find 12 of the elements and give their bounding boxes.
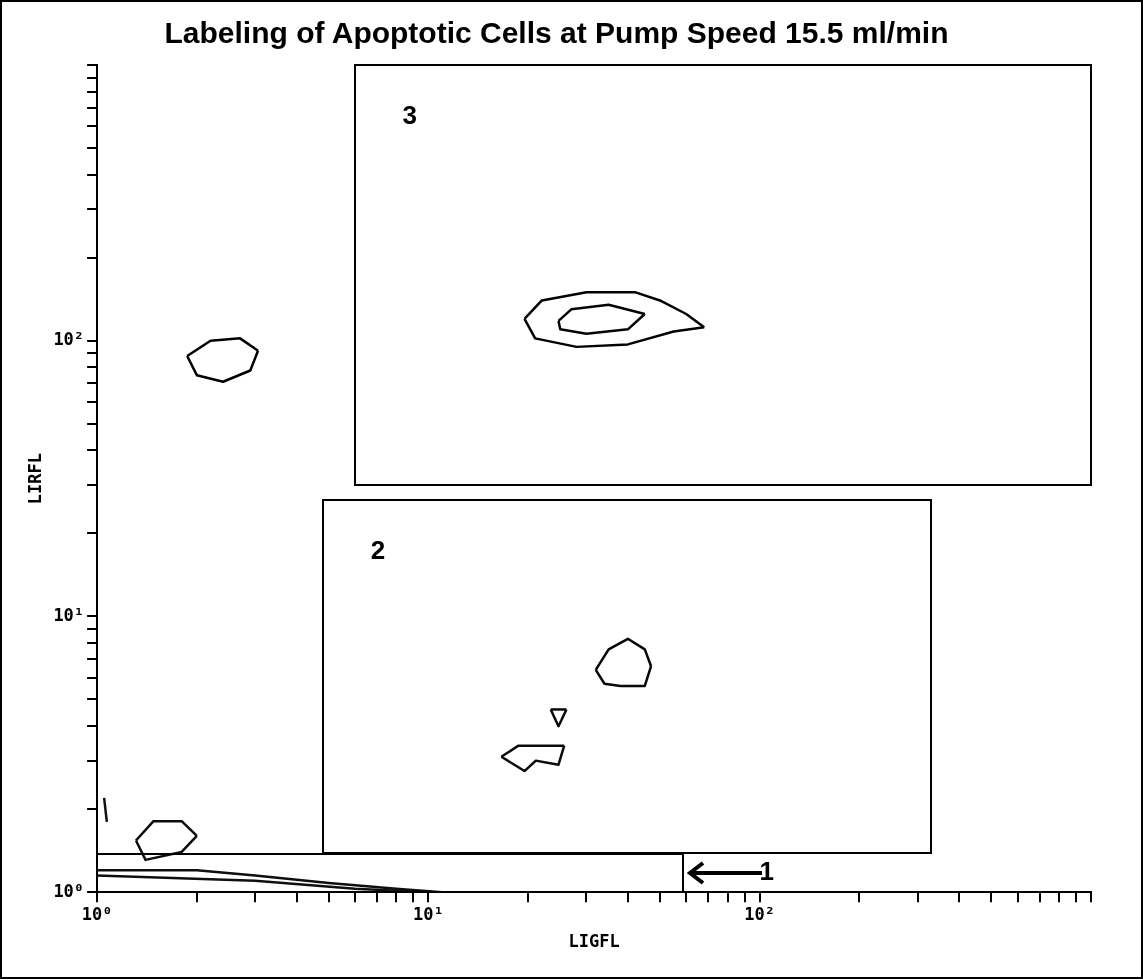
x-axis-title: LIGFL: [568, 931, 620, 952]
x-tick-label: 10⁰: [81, 903, 113, 924]
y-tick-label: 10⁰: [53, 880, 85, 901]
annotation: 2: [370, 535, 386, 566]
y-tick-label: 10¹: [53, 604, 85, 625]
y-tick-label: 10²: [53, 329, 85, 350]
annotation: 3: [402, 100, 417, 131]
x-tick-label: 10¹: [413, 903, 444, 924]
x-tick-label: 10²: [744, 903, 776, 924]
y-axis-title: LIRFL: [24, 453, 45, 505]
chart-title: Labeling of Apoptotic Cells at Pump Speed 15.5 ml/min: [164, 16, 949, 50]
annotation: 1: [759, 856, 774, 887]
